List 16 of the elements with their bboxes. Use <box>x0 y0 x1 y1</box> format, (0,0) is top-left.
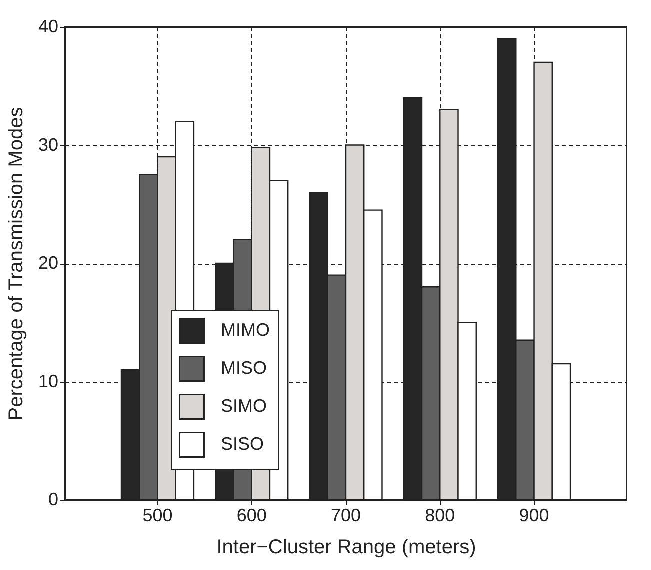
x-tick-label: 800 <box>425 506 456 526</box>
x-tick-label: 600 <box>236 506 267 526</box>
y-tick-label: 30 <box>38 134 58 155</box>
legend-label: MIMO <box>221 320 270 340</box>
y-tick-label: 10 <box>38 371 58 392</box>
x-axis-title: Inter−Cluster Range (meters) <box>216 536 476 558</box>
y-axis-title: Percentage of Transmission Modes <box>5 107 28 421</box>
legend-label: SIMO <box>221 396 268 416</box>
legend-label: MISO <box>221 358 268 378</box>
x-tick-label: 900 <box>519 506 550 526</box>
y-tick-label: 40 <box>38 16 58 36</box>
x-tick-label: 500 <box>142 506 173 526</box>
y-tick-label: 20 <box>38 253 58 273</box>
legend-label: SISO <box>221 434 264 454</box>
x-tick-label: 700 <box>330 506 362 526</box>
y-tick-label: 0 <box>48 490 58 510</box>
